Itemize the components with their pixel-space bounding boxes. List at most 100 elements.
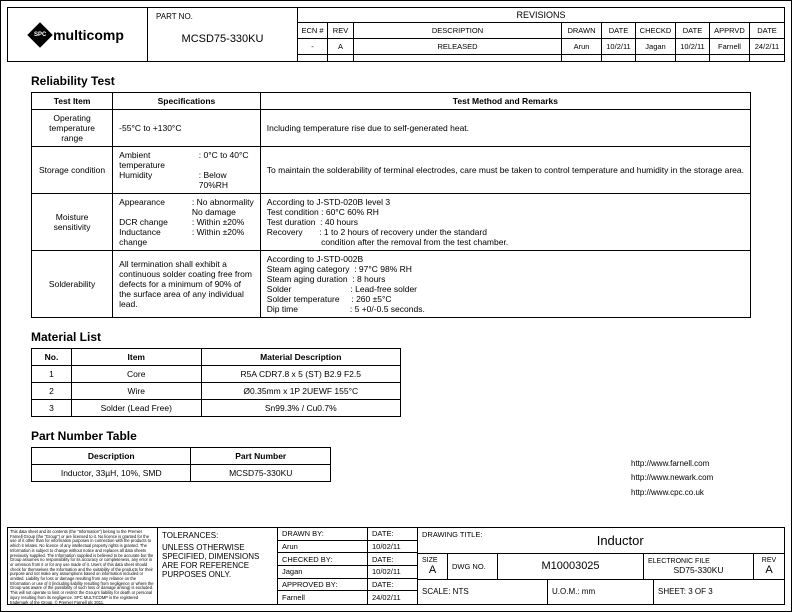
rev-cell: Jagan (636, 39, 676, 55)
material-title: Material List (31, 330, 785, 344)
drawing-footer-row: SCALE: NTS U.O.M.: mm SHEET: 3 OF 3 (418, 580, 784, 605)
brand-name: multicomp (53, 27, 124, 43)
rev-cell: 10/2/11 (602, 39, 636, 55)
cell-spec: Appearance: No abnormality No damageDCR … (113, 194, 261, 251)
rev-cell: DATE (602, 23, 636, 39)
brand-logo: SPC multicomp (8, 8, 148, 61)
date-label: DATE: (368, 528, 418, 541)
drawing-title-row: DRAWING TITLE: Inductor (418, 528, 784, 554)
rev-cell (750, 55, 784, 61)
rev-cell (298, 55, 328, 61)
table-row: 3Solder (Lead Free)Sn99.3% / Cu0.7% (32, 400, 401, 417)
dwgno-value: M10003025 (498, 554, 644, 579)
rev-cell: A (328, 39, 354, 55)
cell: 2 (32, 383, 72, 400)
rev-cell (636, 55, 676, 61)
tol-label: TOLERANCES: (162, 531, 273, 540)
cell: 3 (32, 400, 72, 417)
title-block: This data sheet and its contents (the "I… (7, 527, 785, 605)
date-label: DATE: (368, 553, 418, 566)
date-value: 10/02/11 (368, 566, 418, 579)
partno-value: MCSD75-330KU (156, 21, 289, 57)
titleblock-right: DRAWN BY:DATE:Arun10/02/11CHECKED BY:DAT… (278, 528, 784, 604)
external-links: http://www.farnell.comhttp://www.newark.… (631, 457, 713, 500)
table-row: Storage conditionAmbient temperature: 0°… (32, 147, 751, 194)
cell-remarks: To maintain the solderability of termina… (260, 147, 750, 194)
cell-item: Storage condition (32, 147, 113, 194)
cell: 1 (32, 366, 72, 383)
rev-cell: APPRVD (710, 23, 750, 39)
partno-label: PART NO. (156, 12, 289, 21)
rev-cell: Farnell (710, 39, 750, 55)
disclaimer-text: This data sheet and its contents (the "I… (8, 528, 158, 604)
tolerances-cell: TOLERANCES: UNLESS OTHERWISE SPECIFIED, … (158, 528, 278, 604)
cell-item: Solderability (32, 251, 113, 318)
sig-label: DRAWN BY: (278, 528, 368, 541)
cell-remarks: According to J-STD-020B level 3 Test con… (260, 194, 750, 251)
drawing-info-row: SIZE A DWG NO. M10003025 ELECTRONIC FILE… (418, 554, 784, 580)
header-block: SPC multicomp PART NO. MCSD75-330KU REVI… (7, 7, 785, 62)
sig-label: CHECKED BY: (278, 553, 368, 566)
table-row: 2WireØ0.35mm x 1P 2UEWF 155°C (32, 383, 401, 400)
th-item: Item (71, 349, 201, 366)
rev-cell (562, 55, 602, 61)
rev-cell: DATE (750, 23, 784, 39)
material-table: No. Item Material Description 1CoreR5A C… (31, 348, 401, 417)
table-row: Inductor, 33µH, 10%, SMDMCSD75-330KU (32, 465, 331, 482)
cell: R5A CDR7.8 x 5 (ST) B2.9 F2.5 (201, 366, 400, 383)
date-value: 24/02/11 (368, 591, 418, 604)
rev-cell: ECN # (298, 23, 328, 39)
cell-item: Moisture sensitivity (32, 194, 113, 251)
external-link: http://www.newark.com (631, 471, 713, 485)
scale-cell: SCALE: NTS (418, 580, 548, 605)
cell: Ø0.35mm x 1P 2UEWF 155°C (201, 383, 400, 400)
size-cell: SIZE A (418, 554, 448, 579)
table-row: 1CoreR5A CDR7.8 x 5 (ST) B2.9 F2.5 (32, 366, 401, 383)
sheet-cell: SHEET: 3 OF 3 (654, 580, 784, 605)
cell: Wire (71, 383, 201, 400)
rev-cell: DESCRIPTION (354, 23, 562, 39)
th-no: No. (32, 349, 72, 366)
cell: Solder (Lead Free) (71, 400, 201, 417)
rev-cell (354, 55, 562, 61)
partnum-title: Part Number Table (31, 429, 785, 443)
th-matdesc: Material Description (201, 349, 400, 366)
reliability-table: Test Item Specifications Test Method and… (31, 92, 751, 318)
table-row: Moisture sensitivityAppearance: No abnor… (32, 194, 751, 251)
rev-cell: 10/2/11 (676, 39, 710, 55)
revisions-title: REVISIONS (298, 8, 784, 23)
cell-spec: -55°C to +130°C (113, 110, 261, 147)
revisions-grid: ECN #REVDESCRIPTIONDRAWNDATECHECKDDATEAP… (298, 23, 784, 61)
efile-cell: ELECTRONIC FILE SD75-330KU (644, 554, 754, 579)
rev-cell (602, 55, 636, 61)
cell-item: Operating temperature range (32, 110, 113, 147)
rev-cell (328, 55, 354, 61)
cell: Sn99.3% / Cu0.7% (201, 400, 400, 417)
table-row: Operating temperature range-55°C to +130… (32, 110, 751, 147)
sig-value: Jagan (278, 566, 368, 579)
tol-text: UNLESS OTHERWISE SPECIFIED, DIMENSIONS A… (162, 543, 273, 579)
uom-cell: U.O.M.: mm (548, 580, 654, 605)
dwgno-label-cell: DWG NO. (448, 554, 498, 579)
dwg-title-label: DRAWING TITLE: (418, 528, 486, 553)
th-desc: Description (32, 448, 191, 465)
sig-label: APPROVED BY: (278, 579, 368, 592)
sig-value: Arun (278, 541, 368, 554)
rev-cell (710, 55, 750, 61)
part-number-cell: PART NO. MCSD75-330KU (148, 8, 298, 61)
spc-badge-icon: SPC (27, 22, 52, 47)
rev-cell: CHECKD (636, 23, 676, 39)
rev-cell: DATE (676, 23, 710, 39)
dwg-title-value: Inductor (486, 533, 784, 548)
cell-spec: All termination shall exhibit a continuo… (113, 251, 261, 318)
sig-value: Farnell (278, 591, 368, 604)
rev-cell: 24/2/11 (750, 39, 784, 55)
cell-remarks: According to J-STD-002B Steam aging cate… (260, 251, 750, 318)
rev-cell: DRAWN (562, 23, 602, 39)
revisions-block: REVISIONS ECN #REVDESCRIPTIONDRAWNDATECH… (298, 8, 784, 61)
external-link: http://www.cpc.co.uk (631, 486, 713, 500)
datasheet-page: SPC multicomp PART NO. MCSD75-330KU REVI… (0, 0, 792, 612)
signatures-stack: DRAWN BY:DATE:Arun10/02/11CHECKED BY:DAT… (278, 528, 418, 604)
cell-remarks: Including temperature rise due to self-g… (260, 110, 750, 147)
rev-cell: RELEASED (354, 39, 562, 55)
